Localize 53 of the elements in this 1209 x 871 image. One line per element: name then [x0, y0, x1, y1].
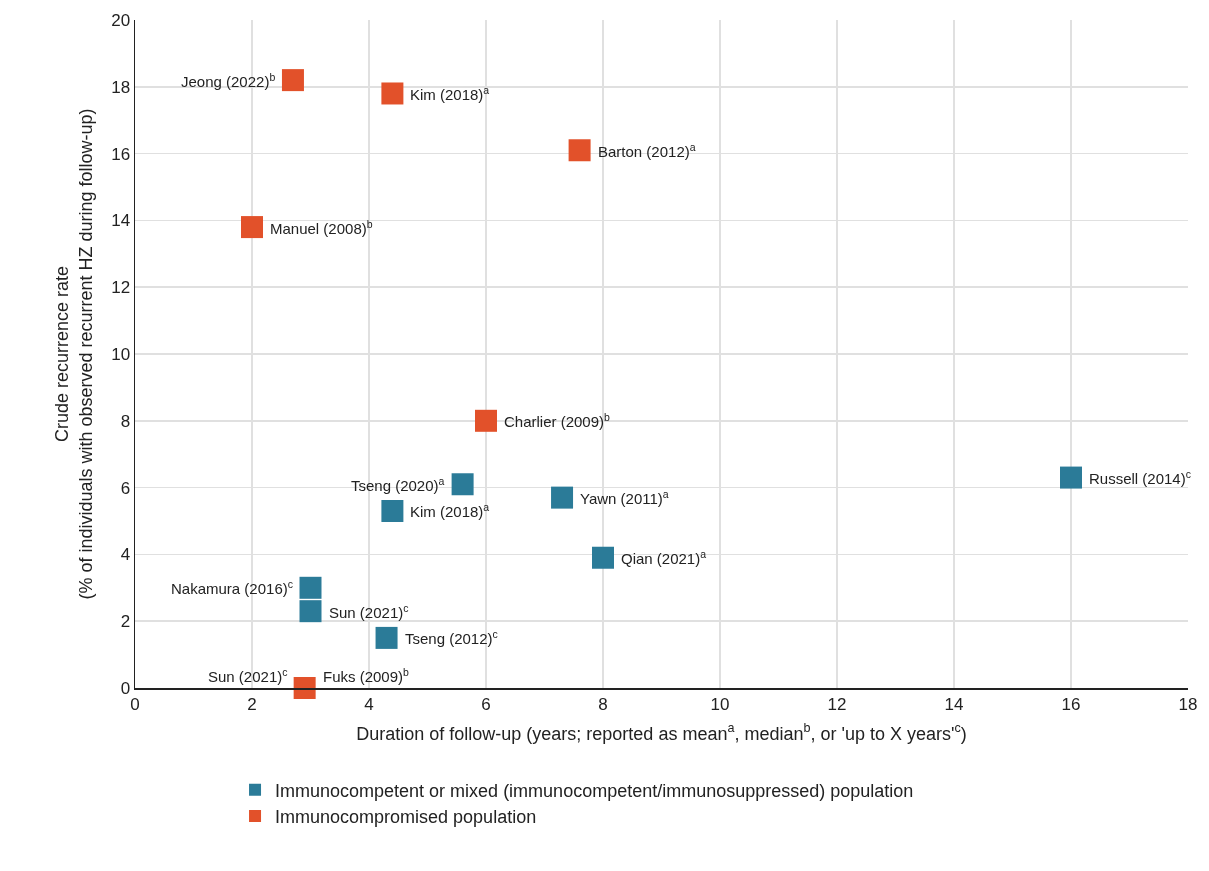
point [281, 69, 304, 92]
annotation: Qian (2021)$^{a}$ [621, 548, 707, 568]
y-tick-label: 2 [120, 612, 131, 632]
x-tick-label: 8 [598, 694, 608, 714]
annotation: Tseng (2012)$^{c}$ [405, 628, 498, 648]
y-tick-label: 8 [120, 411, 131, 431]
point [568, 139, 591, 162]
point [381, 499, 404, 522]
y-tick-label: 0 [120, 678, 131, 698]
annotation: Russell (2014)$^{c}$ [1089, 468, 1191, 488]
annotation: Charlier (2009)$^{b}$ [504, 411, 611, 431]
y-tick-label: 12 [111, 278, 131, 298]
point [293, 677, 316, 699]
legend-label: Immunocompetent or mixed (immunocompetent/immunosuppressed) population [275, 780, 914, 801]
annotation: Nakamura (2016)$^{c}$ [171, 578, 293, 598]
legend-label: Immunocompromised population [275, 807, 537, 828]
annotation: Barton (2012)$^{a}$ [598, 141, 696, 161]
annotation: Yawn (2011)$^{a}$ [580, 488, 669, 508]
y-tick-label: 14 [111, 211, 131, 231]
x-tick-label: 4 [364, 694, 374, 714]
annotation: Sun (2021)$^{c}$ [329, 602, 409, 622]
y-tick-label: 20 [111, 10, 131, 30]
y-axis-title: Crude recurrence rate (% of individuals with observed recurrent HZ during follow-up) [52, 108, 96, 600]
annotation: Kim (2018)$^{a}$ [410, 501, 490, 521]
point [451, 473, 474, 496]
point [241, 216, 263, 239]
y-tick-label: 10 [111, 344, 131, 364]
annotation: Tseng (2020)$^{a}$ [351, 475, 445, 495]
annotation: Fuks (2009)$^{b}$ [323, 666, 410, 686]
x-tick-label: 10 [710, 694, 730, 714]
y-tick-label: 18 [111, 77, 131, 97]
x-tick-label: 2 [247, 694, 257, 714]
y-tick-label: 4 [120, 545, 131, 565]
annotation: Manuel (2008)$^{b}$ [270, 218, 373, 238]
x-tick-label: 12 [827, 694, 847, 714]
annotation: Jeong (2022)$^{b}$ [181, 71, 276, 91]
x-tick-label: 6 [481, 694, 491, 714]
point [381, 82, 404, 105]
point [375, 626, 398, 649]
y-tick-label: 16 [111, 144, 131, 164]
point [592, 546, 614, 569]
y-tick-label: 6 [120, 478, 131, 498]
point [299, 600, 322, 623]
x-tick-label: 14 [944, 694, 964, 714]
annotation: Kim (2018)$^{a}$ [410, 84, 490, 104]
point [551, 486, 574, 509]
x-axis-title: Duration of follow-up (years; reported as mean$^{a}$, median$^{b}$, or 'up to X years'$^{c}$) [356, 721, 967, 744]
point [475, 409, 497, 432]
x-tick-label: 18 [1178, 694, 1198, 714]
x-tick-label: 16 [1061, 694, 1081, 714]
point [1060, 466, 1082, 489]
point [299, 576, 322, 599]
annotation: Sun (2021)$^{c}$ [208, 666, 288, 686]
